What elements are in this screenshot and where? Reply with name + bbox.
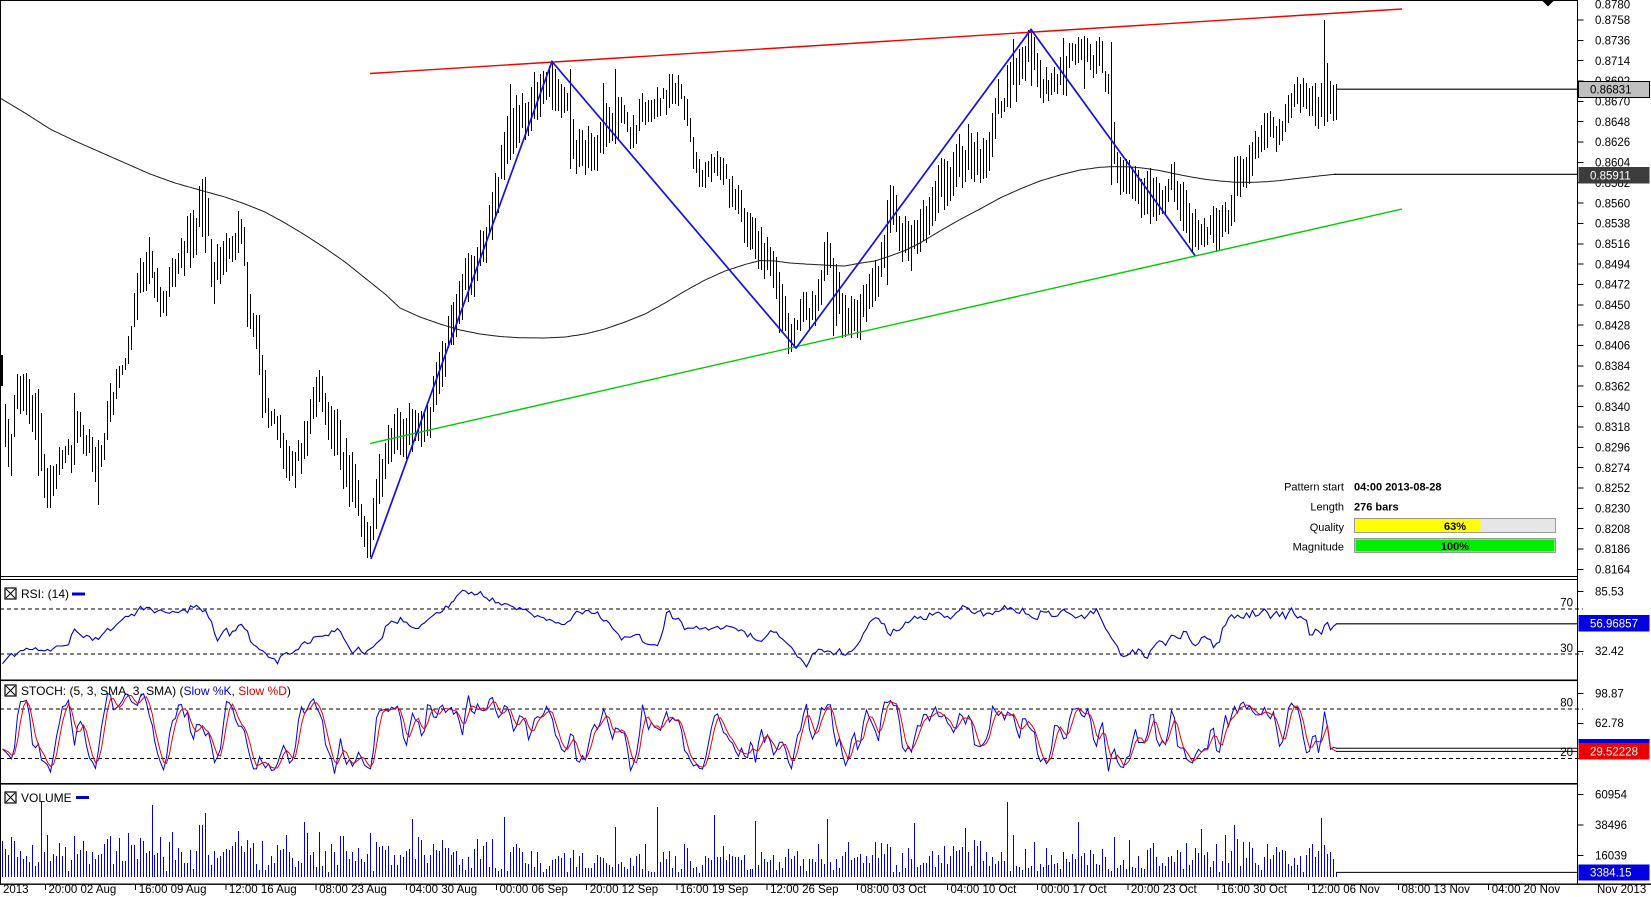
svg-text:0.8604: 0.8604	[1595, 158, 1631, 170]
svg-text:0.8494: 0.8494	[1595, 259, 1631, 271]
svg-text:0.8450: 0.8450	[1595, 300, 1630, 312]
svg-text:0.8560: 0.8560	[1595, 198, 1630, 210]
svg-text:Magnitude: Magnitude	[1293, 542, 1344, 554]
svg-text:70: 70	[1560, 598, 1573, 610]
svg-text:0.8780: 0.8780	[1595, 0, 1630, 12]
svg-text:38496: 38496	[1595, 820, 1627, 832]
svg-text:04:00 30 Aug: 04:00 30 Aug	[409, 884, 477, 896]
svg-text:20: 20	[1560, 747, 1573, 759]
svg-text:30: 30	[1560, 643, 1573, 655]
svg-text:0.8362: 0.8362	[1595, 381, 1630, 393]
svg-text:0.8164: 0.8164	[1595, 565, 1631, 577]
svg-text:0.8472: 0.8472	[1595, 280, 1630, 292]
svg-text:80: 80	[1560, 698, 1573, 710]
svg-text:29.52228: 29.52228	[1590, 747, 1638, 759]
svg-text:RSI: (14): RSI: (14)	[21, 587, 69, 601]
svg-text:Quality: Quality	[1310, 522, 1345, 534]
svg-text:0.8648: 0.8648	[1595, 117, 1630, 129]
svg-text:0.8428: 0.8428	[1595, 320, 1630, 332]
svg-text:0.8538: 0.8538	[1595, 219, 1630, 231]
svg-text:16039: 16039	[1595, 851, 1627, 863]
svg-text:12:00 16 Aug: 12:00 16 Aug	[229, 884, 297, 896]
svg-text:04:00 20 Nov: 04:00 20 Nov	[1492, 884, 1561, 896]
svg-text:62.78: 62.78	[1595, 718, 1624, 730]
svg-text:08:00 23 Aug: 08:00 23 Aug	[319, 884, 387, 896]
svg-text:0.8318: 0.8318	[1595, 422, 1630, 434]
svg-text:0.8516: 0.8516	[1595, 239, 1630, 251]
svg-text:0.8626: 0.8626	[1595, 137, 1630, 149]
svg-text:3384.15: 3384.15	[1590, 868, 1632, 880]
svg-text:12:00 26 Sep: 12:00 26 Sep	[770, 884, 838, 896]
svg-text:20:00 23 Oct: 20:00 23 Oct	[1131, 884, 1198, 896]
svg-text:0.8384: 0.8384	[1595, 361, 1631, 373]
svg-text:04:00 10 Oct: 04:00 10 Oct	[951, 884, 1018, 896]
svg-text:98.87: 98.87	[1595, 689, 1624, 701]
svg-text:16:00 19 Sep: 16:00 19 Sep	[680, 884, 748, 896]
svg-text:20:00 12 Sep: 20:00 12 Sep	[590, 884, 658, 896]
svg-text:0.8758: 0.8758	[1595, 15, 1630, 27]
svg-text:00:00 06 Sep: 00:00 06 Sep	[500, 884, 568, 896]
svg-text:0.8274: 0.8274	[1595, 463, 1631, 475]
svg-text:0.86831: 0.86831	[1590, 85, 1632, 97]
svg-text:0.8736: 0.8736	[1595, 36, 1630, 48]
svg-text:08:00 13 Nov: 08:00 13 Nov	[1402, 884, 1471, 896]
svg-text:0.8208: 0.8208	[1595, 524, 1630, 536]
svg-text:63%: 63%	[1444, 521, 1466, 533]
svg-text:20:00 02 Aug: 20:00 02 Aug	[49, 884, 117, 896]
svg-text:00:00 17 Oct: 00:00 17 Oct	[1041, 884, 1108, 896]
svg-text:04:00 2013-08-28: 04:00 2013-08-28	[1354, 482, 1441, 494]
svg-text:32.42: 32.42	[1595, 646, 1624, 658]
svg-text:0.8670: 0.8670	[1595, 97, 1630, 109]
svg-text:VOLUME: VOLUME	[21, 791, 72, 805]
svg-text:0.8230: 0.8230	[1595, 504, 1630, 516]
svg-text:16:00 30 Oct: 16:00 30 Oct	[1221, 884, 1288, 896]
svg-text:STOCH: (5, 3, SMA, 3, SMA) (Sl: STOCH: (5, 3, SMA, 3, SMA) (Slow %K, Slo…	[21, 684, 291, 698]
svg-text:12:00 06 Nov: 12:00 06 Nov	[1311, 884, 1380, 896]
svg-text:0.85911: 0.85911	[1590, 170, 1631, 182]
svg-text:16:00 09 Aug: 16:00 09 Aug	[139, 884, 207, 896]
svg-text:2013: 2013	[3, 884, 29, 896]
svg-text:100%: 100%	[1441, 541, 1469, 553]
svg-text:85.53: 85.53	[1595, 587, 1624, 599]
svg-text:0.8186: 0.8186	[1595, 544, 1630, 556]
svg-text:0.8252: 0.8252	[1595, 483, 1630, 495]
svg-text:0.8340: 0.8340	[1595, 402, 1630, 414]
svg-text:56.96857: 56.96857	[1590, 619, 1638, 631]
svg-text:60954: 60954	[1595, 790, 1628, 802]
svg-text:0.8714: 0.8714	[1595, 56, 1631, 68]
svg-text:0.8406: 0.8406	[1595, 341, 1630, 353]
svg-text:Length: Length	[1310, 502, 1344, 514]
svg-text:276 bars: 276 bars	[1354, 502, 1399, 514]
svg-text:Pattern start: Pattern start	[1284, 482, 1344, 494]
svg-text:Nov 2013: Nov 2013	[1597, 884, 1646, 896]
svg-text:0.8296: 0.8296	[1595, 443, 1630, 455]
svg-text:08:00 03 Oct: 08:00 03 Oct	[860, 884, 927, 896]
